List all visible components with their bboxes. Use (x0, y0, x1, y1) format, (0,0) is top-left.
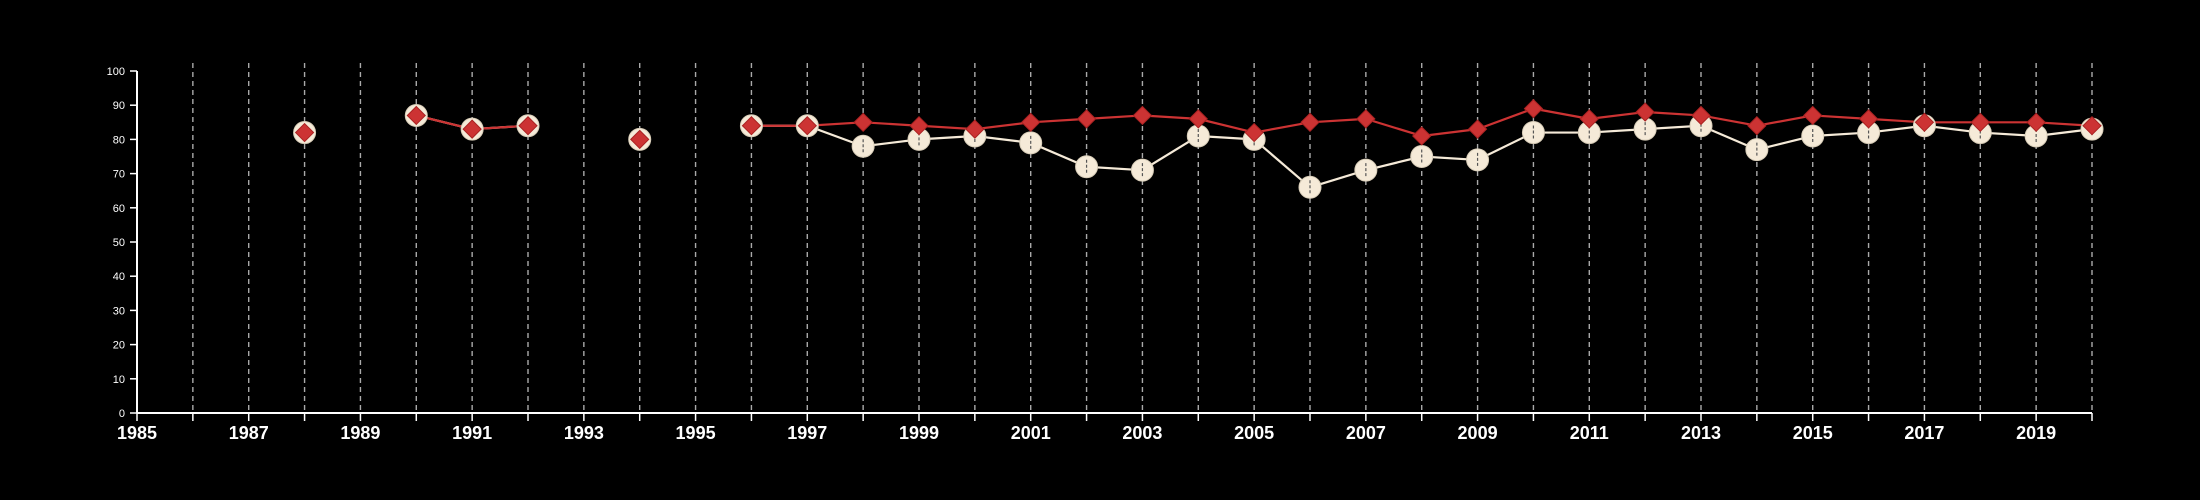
series-1-point-2000 (965, 119, 985, 139)
series-1-point-2002 (1076, 109, 1097, 129)
x-tick-label-1993: 1993 (564, 423, 604, 443)
series-1-point-1990 (406, 105, 426, 126)
x-tick-label-1999: 1999 (899, 423, 939, 443)
series-1-point-2019 (2026, 112, 2046, 133)
series-1-point-2001 (1021, 112, 1041, 133)
y-tick-label-50: 50 (113, 237, 125, 249)
series-1-segment-2013 (1645, 110, 1702, 117)
series-1-segment-2003 (1086, 114, 1143, 120)
series-1-point-2013 (1691, 105, 1711, 126)
x-tick-label-1987: 1987 (229, 423, 269, 443)
series-1-segment-2006 (1253, 121, 1311, 134)
y-tick-label-90: 90 (113, 100, 125, 112)
series-1-segment-2011 (1533, 107, 1590, 120)
series-1-point-2015 (1803, 105, 1823, 126)
series-1-segment-2012 (1589, 110, 1646, 120)
series-1-segment-2008 (1365, 117, 1423, 138)
series-1-point-2011 (1579, 109, 1599, 129)
series-1-segment-2001 (974, 121, 1031, 131)
series-1-point-1998 (853, 112, 873, 133)
series-1-point-2004 (1188, 109, 1208, 129)
series-1-point-2012 (1635, 102, 1655, 122)
x-tick-label-1991: 1991 (452, 423, 492, 443)
series-1-point-1988 (294, 122, 315, 143)
series-1-point-2005 (1244, 122, 1264, 143)
axis-layer: 0 10 20 30 40 50 60 70 80 90 100 1985 1987 1989 1991 19… (107, 66, 2093, 443)
series-1-segment-2002 (1030, 117, 1087, 124)
series-1-point-2006 (1300, 112, 1320, 133)
series-1-point-2018 (1970, 112, 1990, 133)
x-tick-label-1997: 1997 (787, 423, 827, 443)
y-tick-label-40: 40 (113, 271, 125, 283)
x-tick-label-2005: 2005 (1234, 423, 1274, 443)
series-1-segment-2015 (1756, 114, 1813, 127)
series-1-point-2010 (1523, 98, 1544, 119)
y-tick-label-30: 30 (113, 305, 125, 317)
series-1-point-2017 (1914, 112, 1935, 133)
series-2-segment-2006 (1253, 138, 1311, 189)
x-tick-label-1985: 1985 (117, 423, 157, 443)
series-1-point-2008 (1412, 126, 1432, 146)
x-tick-label-1995: 1995 (676, 423, 716, 443)
x-tick-label-2009: 2009 (1458, 423, 1498, 443)
x-tick-label-2019: 2019 (2016, 423, 2056, 443)
series-1-segment-2007 (1309, 117, 1366, 124)
x-tick-label-1989: 1989 (340, 423, 380, 443)
series-1-point-2009 (1467, 119, 1488, 139)
series-1-point-1994 (630, 129, 650, 150)
x-tick-label-2007: 2007 (1346, 423, 1386, 443)
y-tick-label-10: 10 (113, 374, 125, 386)
series-1-point-1996 (741, 116, 762, 136)
y-tick-label-80: 80 (113, 134, 125, 146)
y-tick-label-60: 60 (113, 203, 125, 215)
series-1-segment-2000 (918, 124, 975, 131)
series-1-segment-2005 (1198, 117, 1255, 134)
series-1-point-1992 (518, 116, 538, 136)
series-1-segment-2004 (1142, 114, 1199, 120)
y-tick-label-100: 100 (107, 66, 125, 78)
series-1-point-2016 (1858, 109, 1879, 129)
series-1-point-2020 (2082, 116, 2102, 136)
series-1-segment-2014 (1700, 114, 1758, 127)
y-tick-label-0: 0 (119, 408, 125, 420)
series-1-point-2007 (1356, 109, 1376, 129)
series-1-point-1991 (462, 119, 482, 139)
x-tick-label-2001: 2001 (1011, 423, 1051, 443)
series-1-point-1999 (909, 116, 929, 136)
x-tick-label-2013: 2013 (1681, 423, 1721, 443)
series-layer (293, 98, 2104, 199)
series-1-point-2003 (1132, 105, 1153, 126)
x-tick-label-2003: 2003 (1122, 423, 1162, 443)
series-1-segment-2010 (1477, 107, 1534, 131)
y-tick-label-70: 70 (113, 169, 125, 181)
x-tick-label-2015: 2015 (1793, 423, 1833, 443)
y-tick-label-20: 20 (113, 340, 125, 352)
series-1-segment-2009 (1421, 128, 1478, 138)
series-1-segment-1999 (863, 121, 920, 127)
series-1-point-2014 (1747, 116, 1767, 136)
series-1-point-1997 (797, 116, 817, 136)
series-1-segment-2016 (1812, 114, 1869, 120)
x-tick-label-2017: 2017 (1904, 423, 1944, 443)
x-tick-label-2011: 2011 (1570, 423, 1609, 443)
